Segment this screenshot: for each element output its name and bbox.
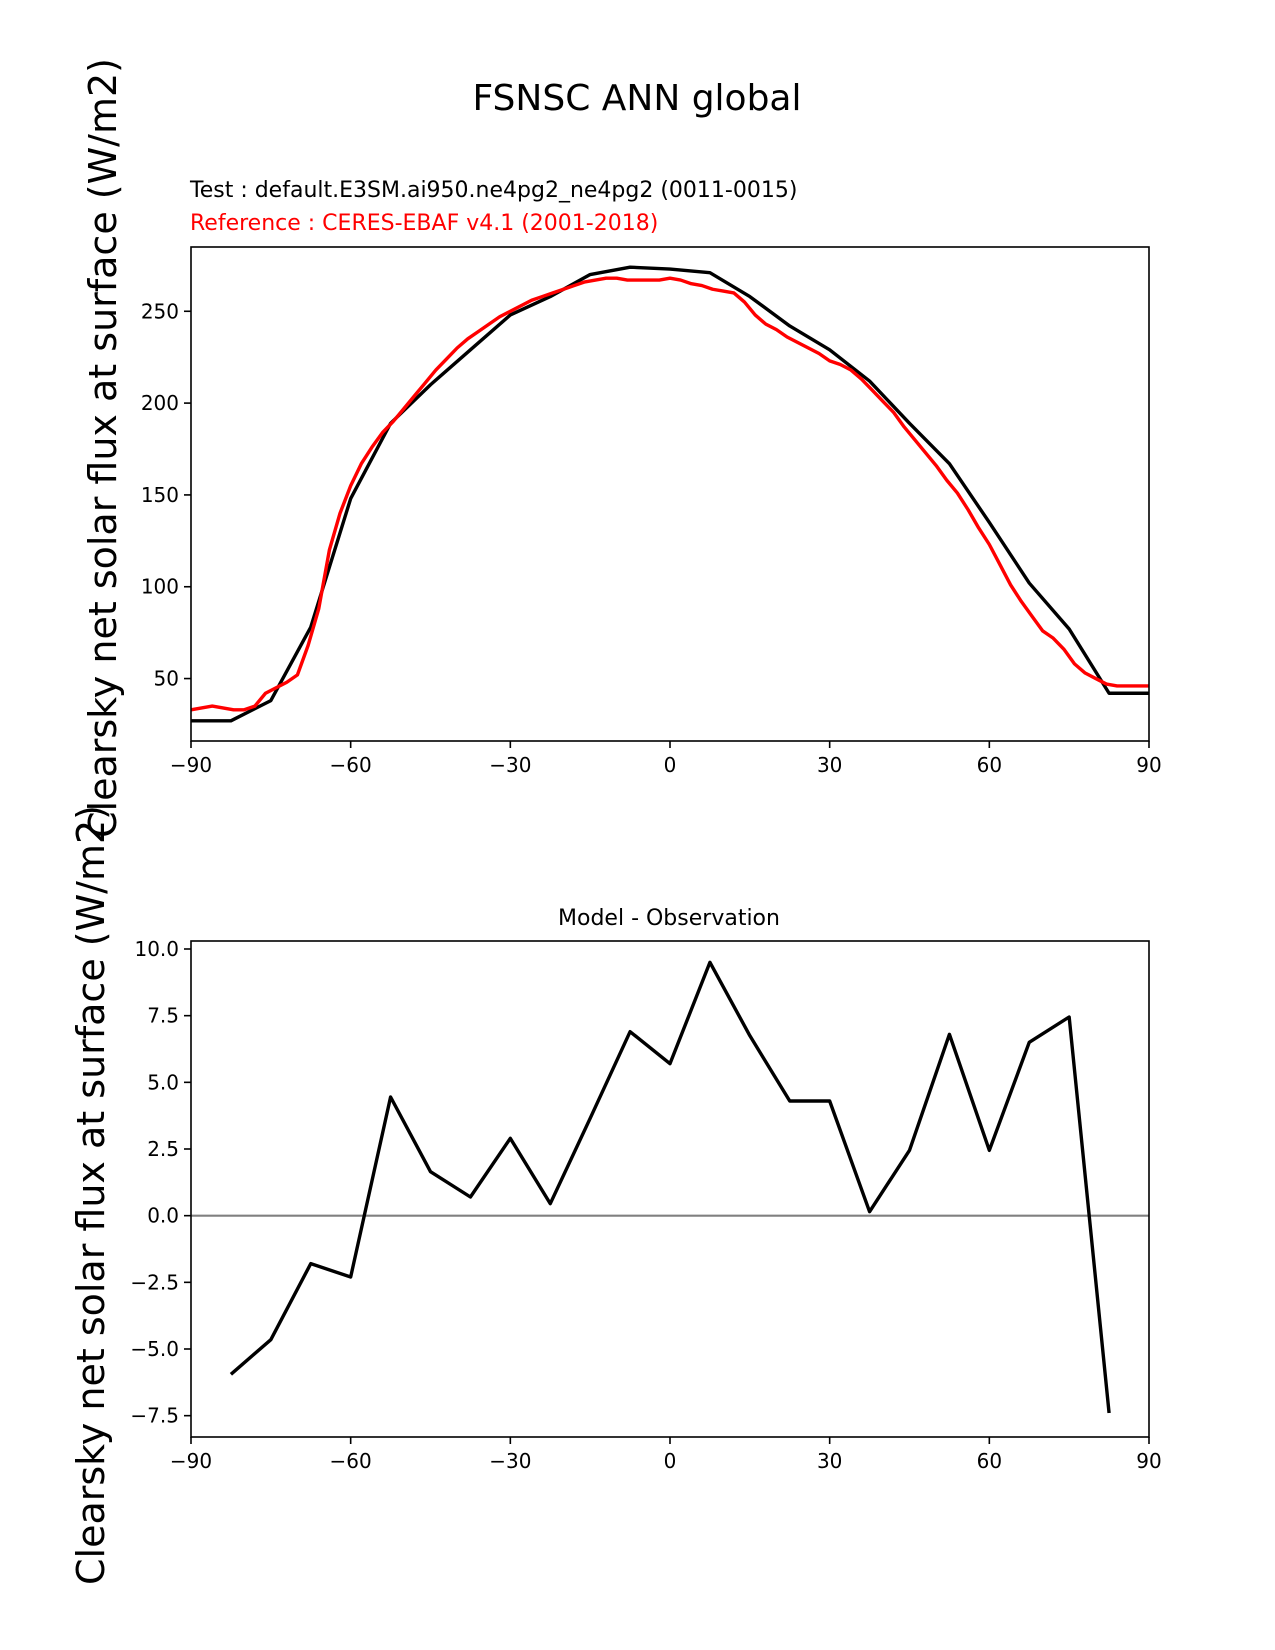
top-x-tick-label: 0 [664,753,677,777]
top-x-tick-label: 30 [817,753,842,777]
bottom-x-tick-label: −60 [330,1449,372,1473]
bottom-y-tick-label: −5.0 [130,1337,179,1361]
bottom-x-tick-label: −30 [489,1449,531,1473]
top-x-tick-label: −60 [330,753,372,777]
bottom-x-tick-label: 60 [977,1449,1002,1473]
bottom-y-tick-label: −7.5 [130,1404,179,1428]
top-series-reference-line [190,276,1149,712]
reference-subtitle: Reference : CERES-EBAF v4.1 (2001-2018) [190,211,658,236]
bottom-panel: Model - Observation Clearsky net solar f… [69,805,1162,1585]
bottom-x-tick-label: 30 [817,1449,842,1473]
bottom-series-difference-line [229,960,1111,1414]
bottom-y-tick-label: 5.0 [147,1070,179,1094]
top-y-tick-label: 100 [141,575,179,599]
bottom-y-tick-label: 0.0 [147,1204,179,1228]
bottom-y-tick-label: −2.5 [130,1270,179,1294]
top-series-test-line [191,265,1149,723]
top-y-axis-label: Clearsky net solar flux at surface (W/m2… [81,58,125,838]
top-y-tick-label: 150 [141,483,179,507]
top-x-tick-label: 90 [1136,753,1161,777]
bottom-y-axis-label: Clearsky net solar flux at surface (W/m2… [69,805,113,1585]
test-subtitle: Test : default.E3SM.ai950.ne4pg2_ne4pg2 … [189,178,797,203]
bottom-x-tick-label: 0 [664,1449,677,1473]
top-x-tick-label: −30 [489,753,531,777]
bottom-axes-frame [190,940,1150,1438]
bottom-x-tick-label: 90 [1136,1449,1161,1473]
top-y-tick-label: 200 [141,391,179,415]
top-panel: Test : default.E3SM.ai950.ne4pg2_ne4pg2 … [81,58,1162,838]
bottom-y-tick-label: 7.5 [147,1004,179,1028]
difference-title: Model - Observation [558,906,780,931]
top-y-tick-label: 250 [141,299,179,323]
top-x-tick-label: −90 [170,753,212,777]
top-y-tick-label: 50 [154,667,179,691]
figure-title: FSNSC ANN global [472,78,801,119]
bottom-y-tick-label: 10.0 [134,937,179,961]
bottom-x-tick-label: −90 [170,1449,212,1473]
bottom-y-tick-label: 2.5 [147,1137,179,1161]
top-x-tick-label: 60 [977,753,1002,777]
top-axes-frame [190,246,1150,742]
